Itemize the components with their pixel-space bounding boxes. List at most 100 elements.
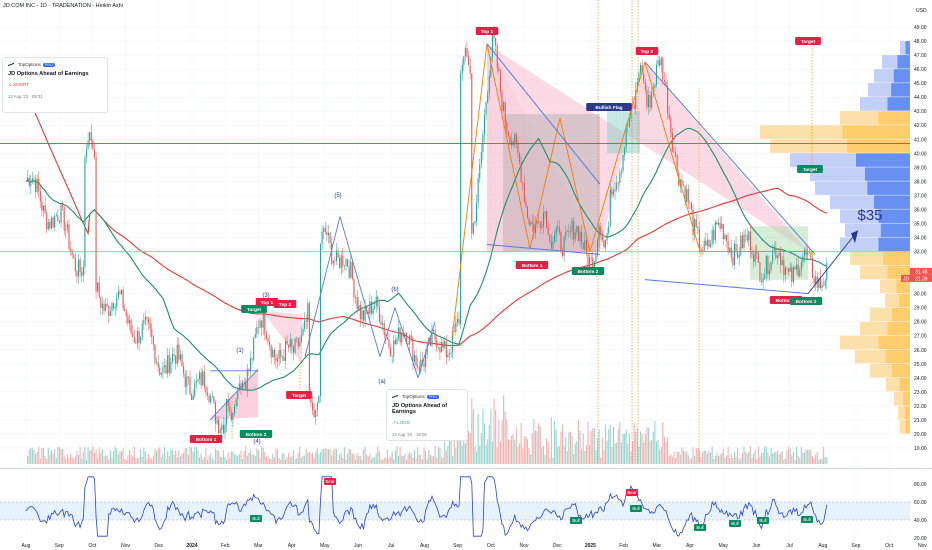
candle-body	[501, 92, 503, 111]
volume-bar	[238, 453, 240, 464]
rsi-axis[interactable]: 20.00 40.00 60.00 80.00	[910, 470, 932, 542]
candle-body	[222, 424, 224, 434]
volume-bar	[70, 453, 72, 464]
volume-bar	[79, 446, 81, 464]
candle-body	[240, 383, 242, 391]
price-tick-label: 38.00	[914, 179, 927, 185]
candle-body	[803, 249, 806, 257]
candle-body	[558, 226, 560, 233]
volume-bar	[706, 453, 708, 464]
card-brand: TopOptions PRO	[8, 62, 102, 67]
candle-body	[154, 344, 156, 363]
candle-body	[370, 301, 373, 314]
candle-body	[721, 224, 723, 229]
candle-body	[224, 424, 226, 434]
volume-bar	[90, 449, 92, 464]
label-bottom2-late: Bottom 2	[796, 299, 817, 305]
volume-bar	[100, 452, 102, 464]
volume-bar	[616, 442, 618, 464]
candle-body	[775, 247, 777, 258]
candle-body	[272, 349, 274, 358]
time-tick-label: May	[718, 543, 728, 549]
candle-body	[348, 266, 350, 278]
volume-bar	[265, 456, 267, 464]
volume-bar	[783, 459, 785, 464]
volume-bar	[660, 446, 662, 464]
candle-body	[797, 264, 799, 277]
idea-card-short[interactable]: TopOptions PRO JD Options Ahead of Earni…	[2, 57, 108, 113]
candle-body	[385, 334, 387, 338]
volume-bar	[756, 459, 758, 464]
volume-bar	[547, 441, 549, 464]
candle-body	[788, 268, 790, 272]
volume-bar	[399, 446, 401, 464]
candle-body	[105, 303, 107, 311]
candle-body	[697, 227, 699, 229]
price-tick-label: 25.00	[914, 362, 927, 368]
time-tick-label: Oct	[89, 543, 97, 549]
candle-body	[412, 337, 414, 362]
label-small-target: Target	[292, 393, 307, 399]
candle-body	[781, 260, 783, 265]
volume-bar	[743, 446, 745, 464]
label-db-target-bg	[241, 305, 267, 313]
candle-body	[55, 215, 57, 216]
candle-body	[133, 336, 135, 343]
volume-bar	[811, 456, 814, 464]
rsi-tag-bg	[729, 520, 741, 527]
price-axis[interactable]: USD 19.00 20.00 21.00 22.00 23.00 24.00 25.00 26…	[901, 0, 932, 468]
candle-body	[596, 240, 599, 255]
candle-body	[737, 251, 739, 258]
candle-body	[552, 241, 554, 249]
volume-bar	[488, 424, 490, 464]
volume-bar	[92, 446, 94, 464]
candle-body	[538, 221, 540, 223]
chart-logo-icon	[8, 63, 16, 67]
volume-bar	[694, 455, 696, 464]
candle-body	[192, 396, 194, 400]
chart-logo-icon	[392, 395, 400, 399]
time-tick-label: Oct	[487, 543, 495, 549]
volume-bar	[171, 449, 174, 464]
candle-body	[281, 356, 283, 358]
volume-bar	[200, 453, 202, 464]
volume-bar	[450, 432, 452, 464]
candle-body	[541, 226, 543, 228]
volume-bar	[241, 458, 244, 464]
time-axis[interactable]: Aug Sep Oct Nov Dec 2024 Feb Mar Apr May Jun Jul Aug…	[0, 540, 932, 550]
volume-bar	[499, 441, 501, 464]
time-tick-label: Apr	[288, 543, 296, 549]
time-tick-label: Mar	[254, 543, 263, 549]
profile-bar	[855, 349, 886, 364]
volume-bar	[807, 450, 809, 464]
candle-body	[232, 412, 234, 420]
volume-bar	[106, 455, 108, 464]
volume-bar	[737, 447, 739, 464]
volume-bar	[284, 459, 287, 464]
price-tick-label: 34.00	[914, 236, 927, 242]
volume-profile	[760, 41, 910, 434]
time-tick-label: Sep	[55, 543, 64, 549]
volume-bar	[445, 450, 447, 464]
volume-bar	[788, 446, 790, 464]
candle-body	[181, 354, 183, 366]
profile-bar	[840, 237, 879, 252]
volume-bar	[407, 453, 409, 464]
volume-bar	[714, 455, 716, 464]
candle-body	[477, 178, 479, 203]
volume-bar	[77, 454, 80, 464]
candle-body	[245, 382, 247, 390]
idea-card-long[interactable]: TopOptions PRO JD Options Ahead of Earni…	[386, 389, 468, 441]
candle-body	[722, 224, 724, 240]
volume-bar	[764, 446, 766, 464]
profile-bar	[886, 377, 900, 392]
candle-body	[291, 339, 293, 347]
volume-bar	[272, 453, 274, 464]
candle-body	[249, 358, 252, 372]
candle-body	[675, 151, 677, 156]
volume-bar	[799, 458, 801, 464]
candle-body	[425, 354, 427, 367]
profile-bar	[902, 391, 910, 406]
candle-body	[124, 308, 126, 312]
